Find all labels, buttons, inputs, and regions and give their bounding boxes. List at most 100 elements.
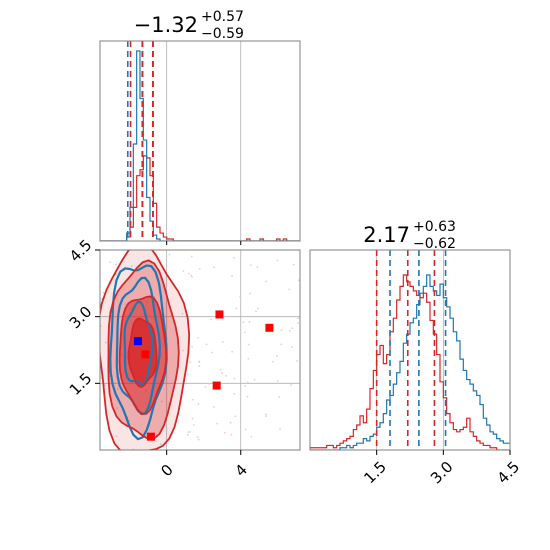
sample-dot xyxy=(204,386,207,388)
sample-dot xyxy=(247,343,250,346)
sample-dot xyxy=(231,350,234,353)
sample-dot xyxy=(187,434,189,436)
red-contour-1 xyxy=(118,295,167,416)
sample-dot xyxy=(297,322,299,324)
sample-dot xyxy=(115,263,117,266)
red-marker-4 xyxy=(146,432,155,441)
sample-dot xyxy=(265,415,268,418)
sample-dot xyxy=(198,365,201,368)
sample-dot xyxy=(181,312,184,315)
title-param2-upper: +0.63 xyxy=(413,219,456,235)
title-param2-lower: −0.62 xyxy=(413,236,456,252)
sample-dot xyxy=(197,336,199,339)
title-param1-value: −1.32 xyxy=(134,13,198,37)
param1-histogram-data xyxy=(100,41,300,241)
sample-dot xyxy=(187,272,190,275)
sample-dot xyxy=(165,443,168,446)
sample-dot xyxy=(271,360,274,363)
param2-histogram-panel xyxy=(309,249,511,451)
sample-dot xyxy=(234,415,237,418)
sample-dot xyxy=(192,424,195,426)
param1-histogram-frame xyxy=(99,40,301,242)
sample-dot xyxy=(298,279,300,282)
sample-dot xyxy=(292,263,295,266)
sample-dot xyxy=(225,374,227,377)
sample-dot xyxy=(208,383,211,385)
sample-dot xyxy=(297,317,299,320)
sample-dot xyxy=(102,291,105,294)
y2-tick-label-2: 4.5 xyxy=(66,236,96,266)
sample-dot xyxy=(116,388,119,390)
title-param1-lower: −0.59 xyxy=(201,26,244,42)
sample-dot xyxy=(278,396,281,399)
sample-dot xyxy=(246,395,249,398)
sample-dot xyxy=(196,436,199,439)
sample-dot xyxy=(230,433,233,436)
sample-dot xyxy=(198,360,201,363)
red-marker-0 xyxy=(141,350,150,359)
param1-histogram-red xyxy=(100,155,300,241)
sample-dot xyxy=(279,428,281,430)
sample-dot xyxy=(244,428,247,431)
sample-dot xyxy=(187,431,190,434)
sample-dot xyxy=(104,341,107,344)
param2-histogram-frame xyxy=(309,249,511,451)
title-param2-value: 2.17 xyxy=(363,223,410,247)
sample-dot xyxy=(280,329,283,332)
sample-dot xyxy=(296,359,299,362)
sample-dot xyxy=(231,275,233,277)
param1-histogram-grid xyxy=(166,41,242,241)
red-contour-3 xyxy=(100,250,191,450)
x2-tick-label-0: 1.5 xyxy=(360,458,390,488)
sample-dot xyxy=(255,310,257,313)
red-marker-1 xyxy=(215,310,224,319)
sample-dot xyxy=(160,400,163,403)
red-contour-0 xyxy=(127,317,158,388)
sample-dot xyxy=(288,329,291,332)
sample-dot xyxy=(219,368,222,371)
sample-dot xyxy=(212,406,215,408)
sample-dot xyxy=(257,307,259,310)
sample-dot xyxy=(290,384,292,386)
sample-dot xyxy=(242,321,245,324)
sample-dot xyxy=(291,327,294,330)
sample-dot xyxy=(115,435,118,438)
sample-dot xyxy=(256,266,259,268)
sample-dot xyxy=(182,270,185,273)
blue-contour-2 xyxy=(109,264,168,441)
sample-dot xyxy=(276,259,279,262)
param2-histogram-blue xyxy=(310,274,510,450)
sample-dot xyxy=(244,385,246,387)
sample-dot xyxy=(239,295,242,298)
sample-dot xyxy=(247,357,250,360)
x1-tick-label-1: 4 xyxy=(231,461,250,480)
sample-dot xyxy=(130,265,133,267)
param2-histogram-grid xyxy=(376,250,511,450)
joint-density-data xyxy=(100,250,300,450)
sample-dot xyxy=(191,417,194,420)
sample-dot xyxy=(189,361,192,364)
joint-density-panel xyxy=(99,249,301,451)
sample-dot xyxy=(265,280,268,283)
sample-dot xyxy=(246,381,249,384)
red-contour-2 xyxy=(107,259,180,440)
sample-dot xyxy=(235,307,238,310)
param1-histogram-blue xyxy=(100,50,300,241)
sample-dot xyxy=(223,431,226,434)
sample-dot xyxy=(190,255,193,258)
sample-dot xyxy=(229,421,232,424)
sample-dot xyxy=(275,354,278,357)
sample-dot xyxy=(100,297,103,300)
sample-dot xyxy=(288,288,291,291)
sample-dot xyxy=(198,267,201,270)
x1-tick-label-0: 0 xyxy=(157,461,176,480)
sample-dot xyxy=(216,422,218,425)
sample-dot xyxy=(189,431,191,433)
sample-dot xyxy=(221,341,224,343)
sample-dot xyxy=(182,349,185,352)
title-param1-upper: +0.57 xyxy=(201,9,244,25)
sample-dot xyxy=(265,413,267,416)
y2-tick-label-0: 1.5 xyxy=(66,369,96,399)
sample-dot xyxy=(213,266,215,269)
